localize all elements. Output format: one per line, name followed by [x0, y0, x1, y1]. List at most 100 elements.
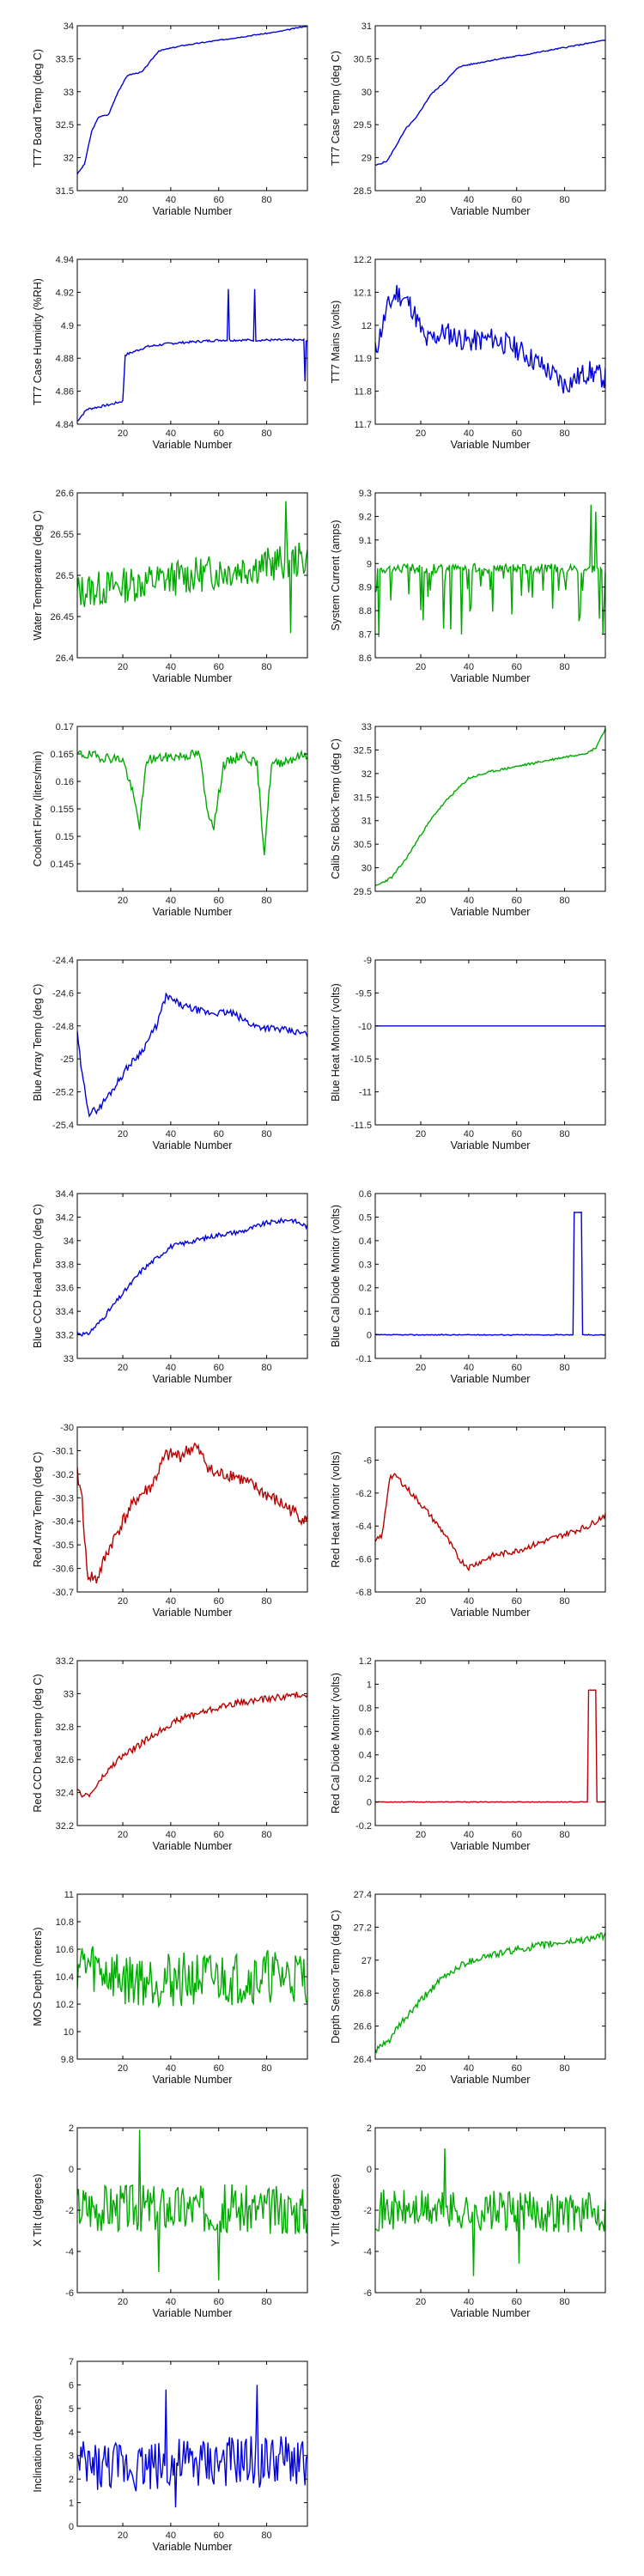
x-tick-label: 60	[512, 1363, 522, 1373]
y-tick-label: -30.7	[52, 1588, 74, 1598]
x-tick-label: 60	[214, 1596, 224, 1607]
plot-frame	[76, 2360, 308, 2527]
y-tick-label: 33	[64, 1689, 74, 1699]
plot-frame	[374, 959, 606, 1126]
y-tick-label: 8.8	[359, 606, 372, 617]
plot-frame	[76, 1193, 308, 1359]
chart-panel: -11.5 -11 -10.5 -10 -9.5 -9 20 40 60 80 Variable N…	[330, 956, 606, 1151]
y-tick-label: 31.5	[56, 186, 74, 197]
y-tick-label: 9.8	[61, 2055, 74, 2065]
series-line	[77, 2385, 307, 2508]
y-tick-label: -4	[65, 2247, 74, 2257]
y-tick-label: -9.5	[355, 988, 372, 999]
x-tick-label: 20	[416, 1596, 426, 1607]
y-tick-label: 33	[64, 1354, 74, 1364]
plot-frame	[374, 258, 606, 425]
y-tick-label: -25.4	[52, 1121, 74, 1131]
series-line	[375, 1932, 605, 2054]
series-line	[77, 2129, 307, 2281]
y-tick-label: 3	[69, 2451, 74, 2462]
y-axis-label: TT7 Case Temp (deg C)	[330, 51, 342, 166]
y-tick-label: 26.8	[354, 1989, 372, 1999]
y-tick-label: 32.5	[56, 120, 74, 131]
x-tick-label: 80	[261, 1596, 271, 1607]
y-tick-label: 31.5	[354, 793, 372, 803]
y-tick-label: 26.6	[354, 2022, 372, 2032]
plot-frame	[374, 1893, 606, 2060]
x-tick-label: 80	[559, 1596, 569, 1607]
chart-panel: -0.1 0 0.1 0.2 0.3 0.4 0.5 0.6 20 40 60 80 Variable …	[330, 1189, 606, 1385]
x-tick-label: 20	[118, 2297, 128, 2307]
y-tick-label: 30.5	[354, 840, 372, 850]
y-tick-label: 32.2	[56, 1821, 74, 1832]
y-tick-label: -10	[358, 1022, 372, 1032]
chart-panel: 32.2 32.4 32.6 32.8 33 33.2 20 40 60 80 Variable N…	[32, 1656, 308, 1852]
y-tick-label: 26.5	[56, 571, 74, 581]
x-tick-label: 20	[118, 428, 128, 439]
y-axis-label: Coolant Flow (liters/min)	[32, 751, 44, 867]
y-tick-label: 4.88	[56, 354, 74, 364]
plot-frame	[374, 25, 606, 191]
y-axis-label: Blue Array Temp (deg C)	[32, 984, 44, 1102]
x-axis-label: Variable Number	[153, 1139, 233, 1151]
x-tick-label: 40	[166, 428, 176, 439]
chart-panel: 8.6 8.7 8.8 8.9 9 9.1 9.2 9.3 20 40 60 80 Variable N…	[330, 489, 606, 684]
y-tick-label: 0	[367, 2165, 372, 2175]
x-tick-label: 80	[261, 1363, 271, 1373]
plot-frame	[374, 492, 606, 659]
x-tick-label: 20	[118, 1363, 128, 1373]
y-tick-label: 4.94	[56, 255, 74, 265]
x-tick-label: 80	[559, 662, 569, 672]
chart-panel: 33 33.2 33.4 33.6 33.8 34 34.2 34.4 20 40 60 80 Vari…	[32, 1189, 308, 1385]
y-axis-label: Red Heat Monitor (volts)	[330, 1451, 342, 1567]
x-tick-label: 80	[559, 1363, 569, 1373]
chart-panel: 29.5 30 30.5 31 31.5 32 32.5 33 20 40 60 80 Variable…	[330, 722, 606, 918]
y-tick-label: -30.2	[52, 1470, 74, 1480]
x-tick-label: 20	[118, 195, 128, 205]
y-tick-label: 10.6	[56, 1945, 74, 1955]
y-tick-label: 34.2	[56, 1212, 74, 1223]
y-tick-label: -9	[363, 956, 372, 966]
series-line	[375, 2148, 605, 2276]
x-tick-label: 20	[416, 2063, 426, 2074]
plot-frame	[374, 1426, 606, 1593]
x-tick-label: 40	[464, 428, 474, 439]
x-axis-label: Variable Number	[451, 1139, 531, 1151]
x-tick-label: 40	[166, 2297, 176, 2307]
x-tick-label: 80	[559, 1129, 569, 1139]
x-axis-label: Variable Number	[451, 906, 531, 918]
y-tick-label: 29.5	[354, 887, 372, 897]
y-tick-label: 32.4	[56, 1789, 74, 1799]
y-tick-label: 0.1	[359, 1307, 372, 1317]
y-tick-label: 26.4	[56, 653, 74, 664]
y-tick-label: -25	[60, 1054, 74, 1065]
x-tick-label: 60	[512, 1129, 522, 1139]
y-tick-label: -6.8	[355, 1588, 372, 1598]
chart-panel: 26.4 26.45 26.5 26.55 26.6 20 40 60 80 Variable N…	[32, 489, 308, 684]
x-tick-label: 80	[559, 1830, 569, 1840]
x-axis-label: Variable Number	[451, 1840, 531, 1852]
x-tick-label: 20	[118, 662, 128, 672]
series-line	[375, 727, 605, 886]
y-axis-label: Blue Heat Monitor (volts)	[330, 983, 342, 1102]
x-tick-label: 60	[512, 2297, 522, 2307]
x-axis-label: Variable Number	[153, 439, 233, 451]
y-tick-label: 29	[361, 154, 372, 164]
y-tick-label: -4	[363, 2247, 372, 2257]
plot-frame	[76, 959, 308, 1126]
x-tick-label: 80	[261, 428, 271, 439]
y-tick-label: 27	[361, 1956, 372, 1966]
y-tick-label: -11	[359, 1088, 372, 1098]
y-tick-label: 1	[367, 1680, 372, 1690]
plot-frame	[76, 25, 308, 191]
y-tick-label: -2	[363, 2206, 372, 2216]
x-tick-label: 40	[464, 662, 474, 672]
y-tick-label: -30.5	[52, 1540, 74, 1551]
x-tick-label: 40	[166, 195, 176, 205]
plot-frame	[76, 258, 308, 425]
y-tick-label: 27.4	[354, 1890, 372, 1900]
x-tick-label: 40	[464, 2297, 474, 2307]
y-tick-label: 0.6	[359, 1727, 372, 1737]
y-axis-label: X Tilt (degrees)	[32, 2174, 44, 2247]
y-tick-label: 32	[361, 769, 372, 780]
